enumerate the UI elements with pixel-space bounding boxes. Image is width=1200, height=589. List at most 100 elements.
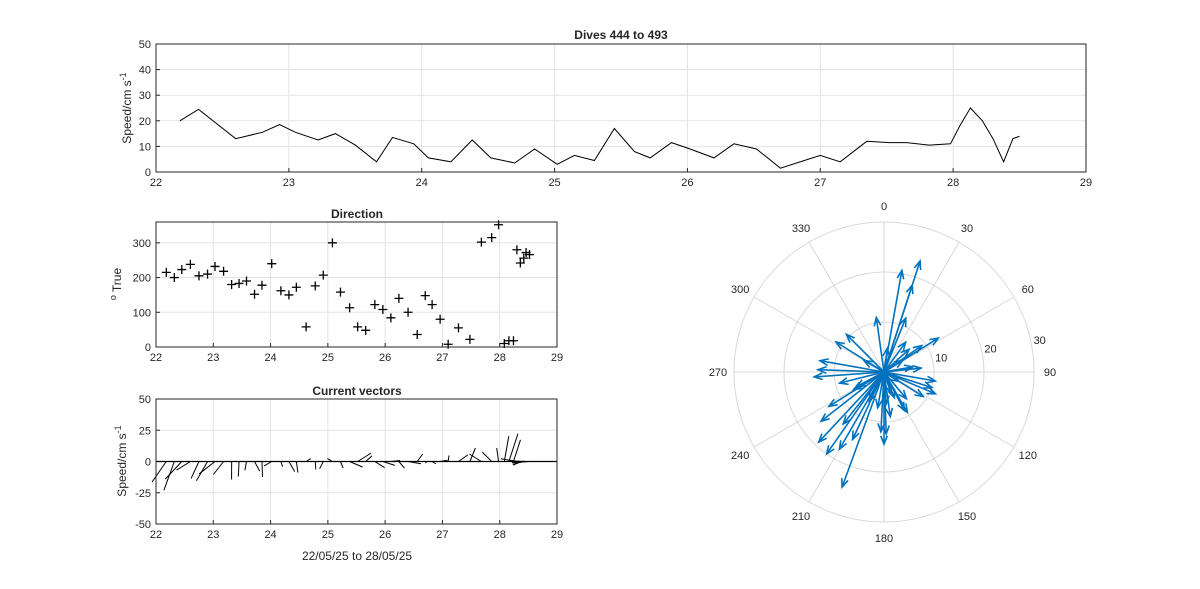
vectors-ytick-label: -50 [135, 519, 151, 531]
direction-panel: Direction 22 23 24 25 26 27 28 29 0 100 200 300 oTr… [108, 207, 563, 364]
vectors-ytick-label: 25 [139, 425, 151, 437]
speed-xtick-label: 26 [681, 177, 693, 189]
polar-angle-label: 90 [1044, 367, 1056, 379]
direction-point [453, 323, 463, 333]
direction-point [291, 282, 301, 292]
direction-point [435, 314, 445, 324]
polar-arrow-shaft [883, 371, 887, 405]
direction-point [301, 322, 311, 332]
polar-arrow-head [854, 379, 866, 388]
polar-arrow-head [926, 386, 938, 395]
polar-arrow-shaft [839, 371, 885, 384]
direction-point [512, 245, 522, 255]
direction-point [335, 287, 345, 297]
polar-arrow-head [887, 388, 896, 400]
speed-xtick-label: 24 [416, 177, 428, 189]
direction-point [310, 281, 320, 291]
vectors-xtick-label: 26 [379, 529, 391, 541]
polar-angle-label: 300 [731, 284, 749, 296]
vector-stick [151, 461, 167, 483]
polar-angle-label: 150 [958, 511, 976, 523]
direction-point [257, 280, 267, 290]
vector-stick [176, 461, 191, 471]
vectors-panel-ticks: 22 23 24 25 26 27 28 29 -50 -25 0 25 50 [135, 394, 563, 541]
polar-arrow-head [922, 381, 934, 389]
polar-arrow-shaft [835, 341, 885, 373]
polar-arrow-head [844, 332, 856, 344]
polar-arrow-shaft [825, 371, 885, 455]
direction-point [345, 303, 355, 313]
vectors-xtick-label: 25 [322, 529, 334, 541]
speed-panel-title: Dives 444 to 493 [574, 28, 668, 42]
speed-panel: Dives 444 to 493 22 23 24 25 26 27 28 29 0 10 20 30… [118, 28, 1092, 189]
polar-arrow-shaft [883, 341, 907, 373]
vector-stick [374, 461, 385, 469]
direction-point [519, 253, 529, 263]
vector-stick [349, 461, 363, 468]
vector-stick [165, 461, 183, 480]
polar-arrow-head [838, 440, 848, 451]
polar-spoke [883, 241, 960, 373]
direction-point [378, 305, 388, 314]
polar-arrows [812, 258, 941, 490]
polar-arrow-shaft [880, 371, 885, 432]
polar-arrow-head [881, 425, 890, 437]
direction-point [242, 276, 252, 286]
direction-point [267, 259, 277, 269]
direction-point [525, 250, 535, 260]
polar-radius-label: 20 [984, 344, 996, 356]
vector-stick [163, 461, 175, 491]
speed-xtick-label: 23 [283, 177, 295, 189]
direction-point [327, 238, 337, 248]
polar-arrow-shaft [883, 366, 913, 373]
polar-arrow-head [827, 398, 838, 408]
speed-line [179, 107, 1020, 169]
direction-point [508, 336, 518, 346]
polar-arrow-head [881, 395, 890, 407]
direction-xtick-label: 26 [379, 352, 391, 364]
polar-arrow-head [825, 445, 835, 456]
polar-angle-label: 60 [1022, 284, 1034, 296]
direction-xtick-label: 24 [264, 352, 276, 364]
polar-arrow-shaft [818, 371, 885, 443]
polar-arrow-shaft [875, 317, 885, 373]
polar-panel: 0 30 60 90 120 150 180 210 240 270 300 330 10 20 30 [709, 201, 1056, 545]
vector-stick [190, 461, 200, 479]
polar-arrow-head [896, 268, 905, 280]
speed-ytick-label: 50 [139, 39, 151, 51]
direction-point [465, 334, 475, 344]
polar-arrow-head [913, 258, 922, 271]
polar-arrow-head [875, 398, 884, 410]
polar-arrow-head [815, 365, 827, 375]
polar-arrow-head [862, 359, 874, 368]
polar-angle-label: 210 [792, 511, 810, 523]
vector-stick [382, 461, 395, 466]
vectors-xtick-label: 22 [150, 529, 162, 541]
direction-ytick-label: 100 [133, 307, 151, 319]
vector-stick [357, 452, 372, 462]
polar-spoke [808, 241, 885, 373]
direction-point [194, 271, 204, 281]
direction-ytick-label: 0 [145, 342, 151, 354]
polar-arrow-shaft [883, 371, 933, 389]
direction-point [394, 293, 404, 303]
direction-point [515, 258, 525, 268]
speed-panel-ticks: 22 23 24 25 26 27 28 29 0 10 20 30 40 50 [139, 39, 1092, 189]
vectors-xtick-label: 28 [494, 529, 506, 541]
vectors-ytick-label: 0 [145, 457, 151, 469]
polar-arrow-shaft [845, 333, 885, 373]
direction-point [476, 237, 486, 247]
polar-arrow-head [889, 373, 901, 383]
vectors-panel: Current vectors 22 23 24 25 26 27 28 29-50-2502… [113, 384, 563, 563]
polar-labels: 0 30 60 90 120 150 180 210 240 270 300 330 10 20 30 [709, 201, 1056, 545]
polar-arrow-head [868, 392, 877, 404]
polar-angle-label: 330 [792, 223, 810, 235]
speed-ytick-label: 20 [139, 116, 151, 128]
speed-panel-grid [155, 43, 1087, 173]
direction-point [250, 289, 260, 299]
direction-point [370, 300, 380, 310]
vector-stick [237, 461, 240, 477]
polar-arrow-head [905, 283, 914, 295]
direction-ytick-label: 200 [133, 273, 151, 285]
direction-point [284, 290, 294, 300]
